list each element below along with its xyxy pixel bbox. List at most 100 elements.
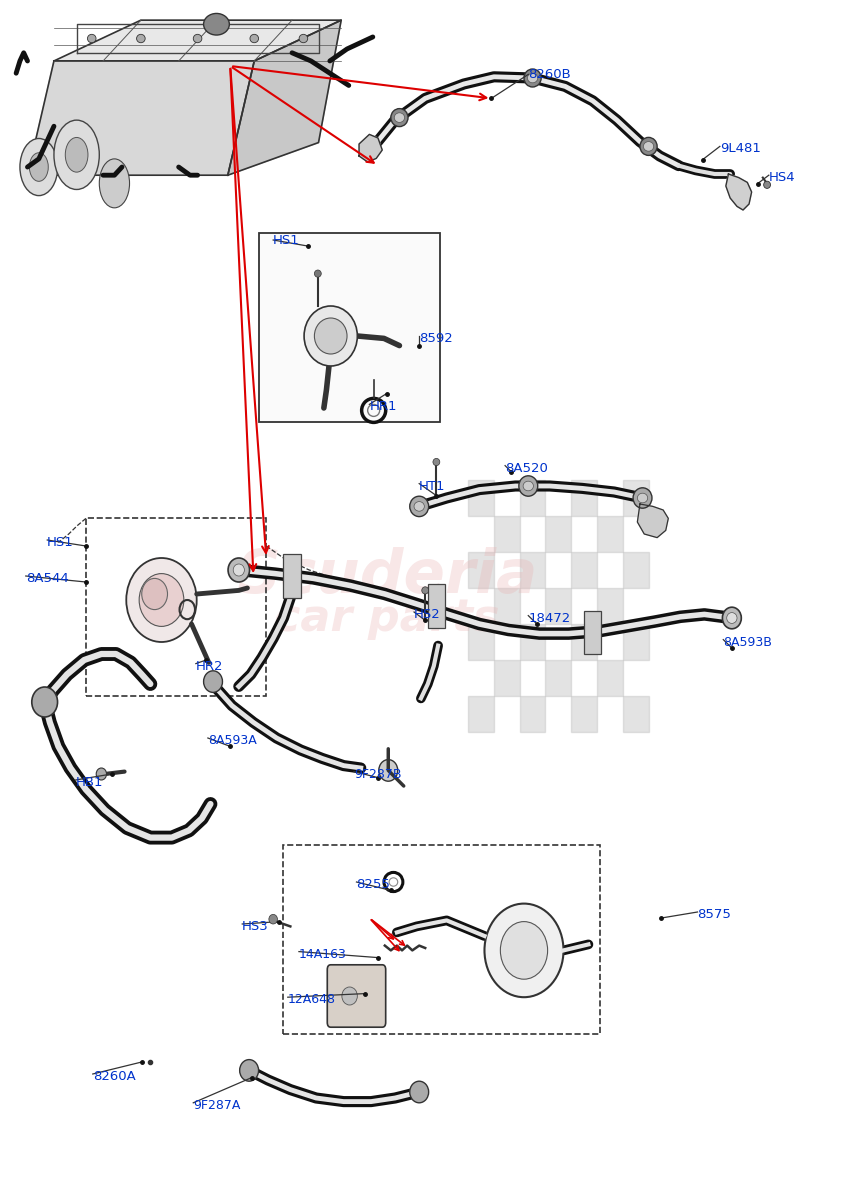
Bar	[597, 516, 623, 552]
Bar	[584, 611, 601, 654]
Text: 8255: 8255	[356, 878, 390, 890]
Text: Scuderia: Scuderia	[236, 546, 537, 606]
Ellipse shape	[137, 35, 145, 43]
Text: 8260B: 8260B	[528, 68, 571, 80]
Bar	[623, 696, 649, 732]
Ellipse shape	[96, 768, 107, 780]
Text: 8A544: 8A544	[26, 572, 69, 584]
Bar	[468, 480, 494, 516]
Polygon shape	[228, 20, 341, 175]
Ellipse shape	[643, 142, 654, 151]
Bar	[468, 696, 494, 732]
Polygon shape	[27, 61, 254, 175]
Text: 8A520: 8A520	[505, 462, 548, 474]
Text: 12A648: 12A648	[288, 994, 336, 1006]
Bar	[597, 660, 623, 696]
Ellipse shape	[484, 904, 564, 997]
FancyBboxPatch shape	[327, 965, 386, 1027]
Polygon shape	[359, 134, 382, 162]
Ellipse shape	[204, 671, 222, 692]
Bar	[86, 518, 266, 696]
Polygon shape	[54, 20, 341, 61]
Ellipse shape	[342, 986, 357, 1004]
Text: 9F287B: 9F287B	[354, 768, 401, 780]
Ellipse shape	[29, 152, 48, 181]
Ellipse shape	[722, 607, 741, 629]
Ellipse shape	[414, 502, 424, 511]
Ellipse shape	[54, 120, 100, 190]
Bar	[494, 660, 520, 696]
Ellipse shape	[250, 35, 259, 43]
Ellipse shape	[523, 481, 533, 491]
Bar	[259, 233, 440, 422]
Text: 8A593A: 8A593A	[208, 734, 257, 746]
Ellipse shape	[204, 13, 229, 35]
Bar	[283, 845, 600, 1034]
Text: HT1: HT1	[419, 480, 446, 492]
Bar	[468, 624, 494, 660]
Bar	[520, 552, 545, 588]
Ellipse shape	[314, 318, 347, 354]
Bar	[520, 480, 545, 516]
Text: HR1: HR1	[369, 401, 397, 413]
Ellipse shape	[314, 270, 321, 277]
Ellipse shape	[20, 138, 58, 196]
Ellipse shape	[422, 587, 429, 594]
Bar	[520, 696, 545, 732]
Ellipse shape	[88, 35, 96, 43]
Text: 8575: 8575	[698, 908, 731, 920]
Text: HR2: HR2	[196, 660, 223, 672]
Bar	[571, 480, 597, 516]
Text: 8A593B: 8A593B	[723, 636, 772, 648]
Bar	[545, 660, 571, 696]
Text: 8260A: 8260A	[93, 1070, 136, 1082]
Ellipse shape	[391, 108, 408, 126]
Bar	[545, 516, 571, 552]
Bar	[571, 552, 597, 588]
Text: HB1: HB1	[76, 776, 103, 788]
Text: HS4: HS4	[769, 172, 795, 184]
Ellipse shape	[32, 686, 58, 716]
Ellipse shape	[637, 493, 648, 503]
Bar	[623, 480, 649, 516]
Text: 14A163: 14A163	[299, 948, 347, 960]
Bar	[571, 624, 597, 660]
Polygon shape	[637, 504, 668, 538]
Ellipse shape	[228, 558, 250, 582]
Text: HS3: HS3	[242, 920, 269, 932]
Bar	[494, 516, 520, 552]
Ellipse shape	[142, 578, 168, 610]
Ellipse shape	[193, 35, 202, 43]
Ellipse shape	[500, 922, 548, 979]
Ellipse shape	[126, 558, 197, 642]
Text: 9L481: 9L481	[720, 143, 761, 155]
Text: HS2: HS2	[414, 608, 441, 620]
Text: HS1: HS1	[47, 536, 74, 548]
Ellipse shape	[299, 35, 308, 43]
Bar	[571, 696, 597, 732]
Bar	[545, 588, 571, 624]
Ellipse shape	[65, 138, 88, 172]
Ellipse shape	[394, 113, 405, 122]
Text: 9F287A: 9F287A	[193, 1099, 241, 1111]
Ellipse shape	[519, 475, 538, 497]
Text: HS1: HS1	[273, 234, 300, 246]
Text: car parts: car parts	[274, 596, 499, 640]
Bar	[283, 554, 301, 598]
Ellipse shape	[524, 68, 541, 86]
Ellipse shape	[379, 760, 398, 781]
Ellipse shape	[410, 1081, 429, 1103]
Bar	[520, 624, 545, 660]
Ellipse shape	[410, 497, 429, 517]
Bar	[597, 588, 623, 624]
Ellipse shape	[100, 158, 130, 208]
Ellipse shape	[527, 73, 538, 83]
Ellipse shape	[234, 564, 244, 576]
Ellipse shape	[633, 487, 652, 509]
Ellipse shape	[304, 306, 357, 366]
Bar	[468, 552, 494, 588]
Ellipse shape	[727, 612, 737, 624]
Bar	[623, 552, 649, 588]
Polygon shape	[726, 174, 752, 210]
Ellipse shape	[240, 1060, 259, 1081]
